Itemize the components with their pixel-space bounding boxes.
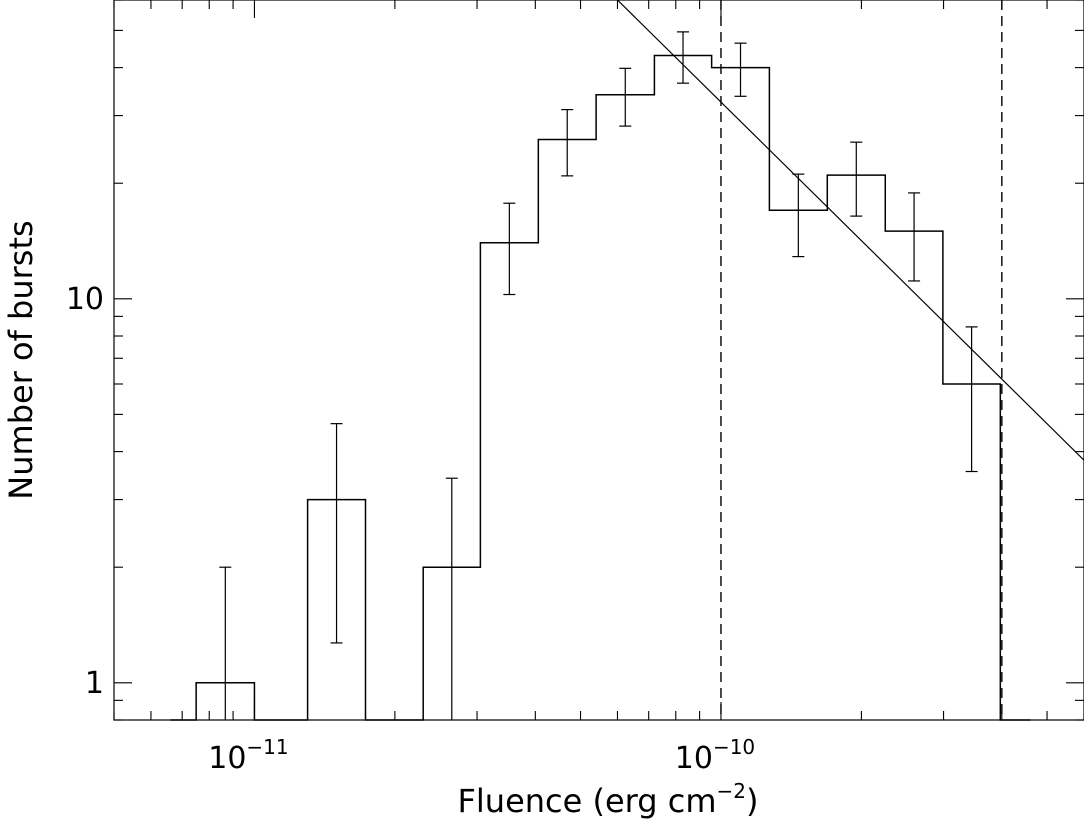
power-law-fit (617, 0, 1084, 461)
y-axis-label: Number of bursts (2, 220, 40, 499)
y-tick-labels: 1 10 (66, 282, 104, 701)
error-bar (965, 326, 978, 473)
error-bar (219, 566, 232, 720)
x-tick-labels: 10−11 10−10 (208, 735, 755, 776)
y-tick-label: 10 (66, 282, 104, 317)
histogram-bin (480, 243, 538, 720)
histogram-bin (769, 210, 827, 720)
error-bar (503, 202, 516, 296)
error-bar (734, 42, 747, 97)
y-tick-label: 1 (85, 666, 104, 701)
error-bar (619, 67, 632, 127)
x-tick-label: 10−11 (208, 735, 288, 776)
histogram-bin (827, 175, 885, 720)
error-bar (850, 141, 863, 217)
error-bar (561, 108, 574, 177)
histogram-bin (596, 95, 654, 720)
error-bars (219, 31, 978, 720)
error-bar (908, 192, 921, 282)
error-bar (792, 173, 805, 258)
fit-line (617, 0, 1084, 461)
plot-frame (113, 0, 1084, 721)
histogram-bin (654, 56, 711, 720)
error-bar (677, 31, 690, 84)
error-bar (445, 477, 458, 720)
x-axis-label: Fluence (erg cm−2) (458, 779, 759, 820)
histogram-bin (538, 139, 596, 720)
axis-ticks (113, 0, 1084, 721)
threshold-lines (720, 0, 1003, 720)
histogram-bin (885, 231, 943, 720)
x-tick-label: 10−10 (675, 735, 755, 776)
histogram-outline (170, 54, 1031, 721)
error-bar (330, 423, 343, 644)
histogram (170, 54, 1031, 721)
